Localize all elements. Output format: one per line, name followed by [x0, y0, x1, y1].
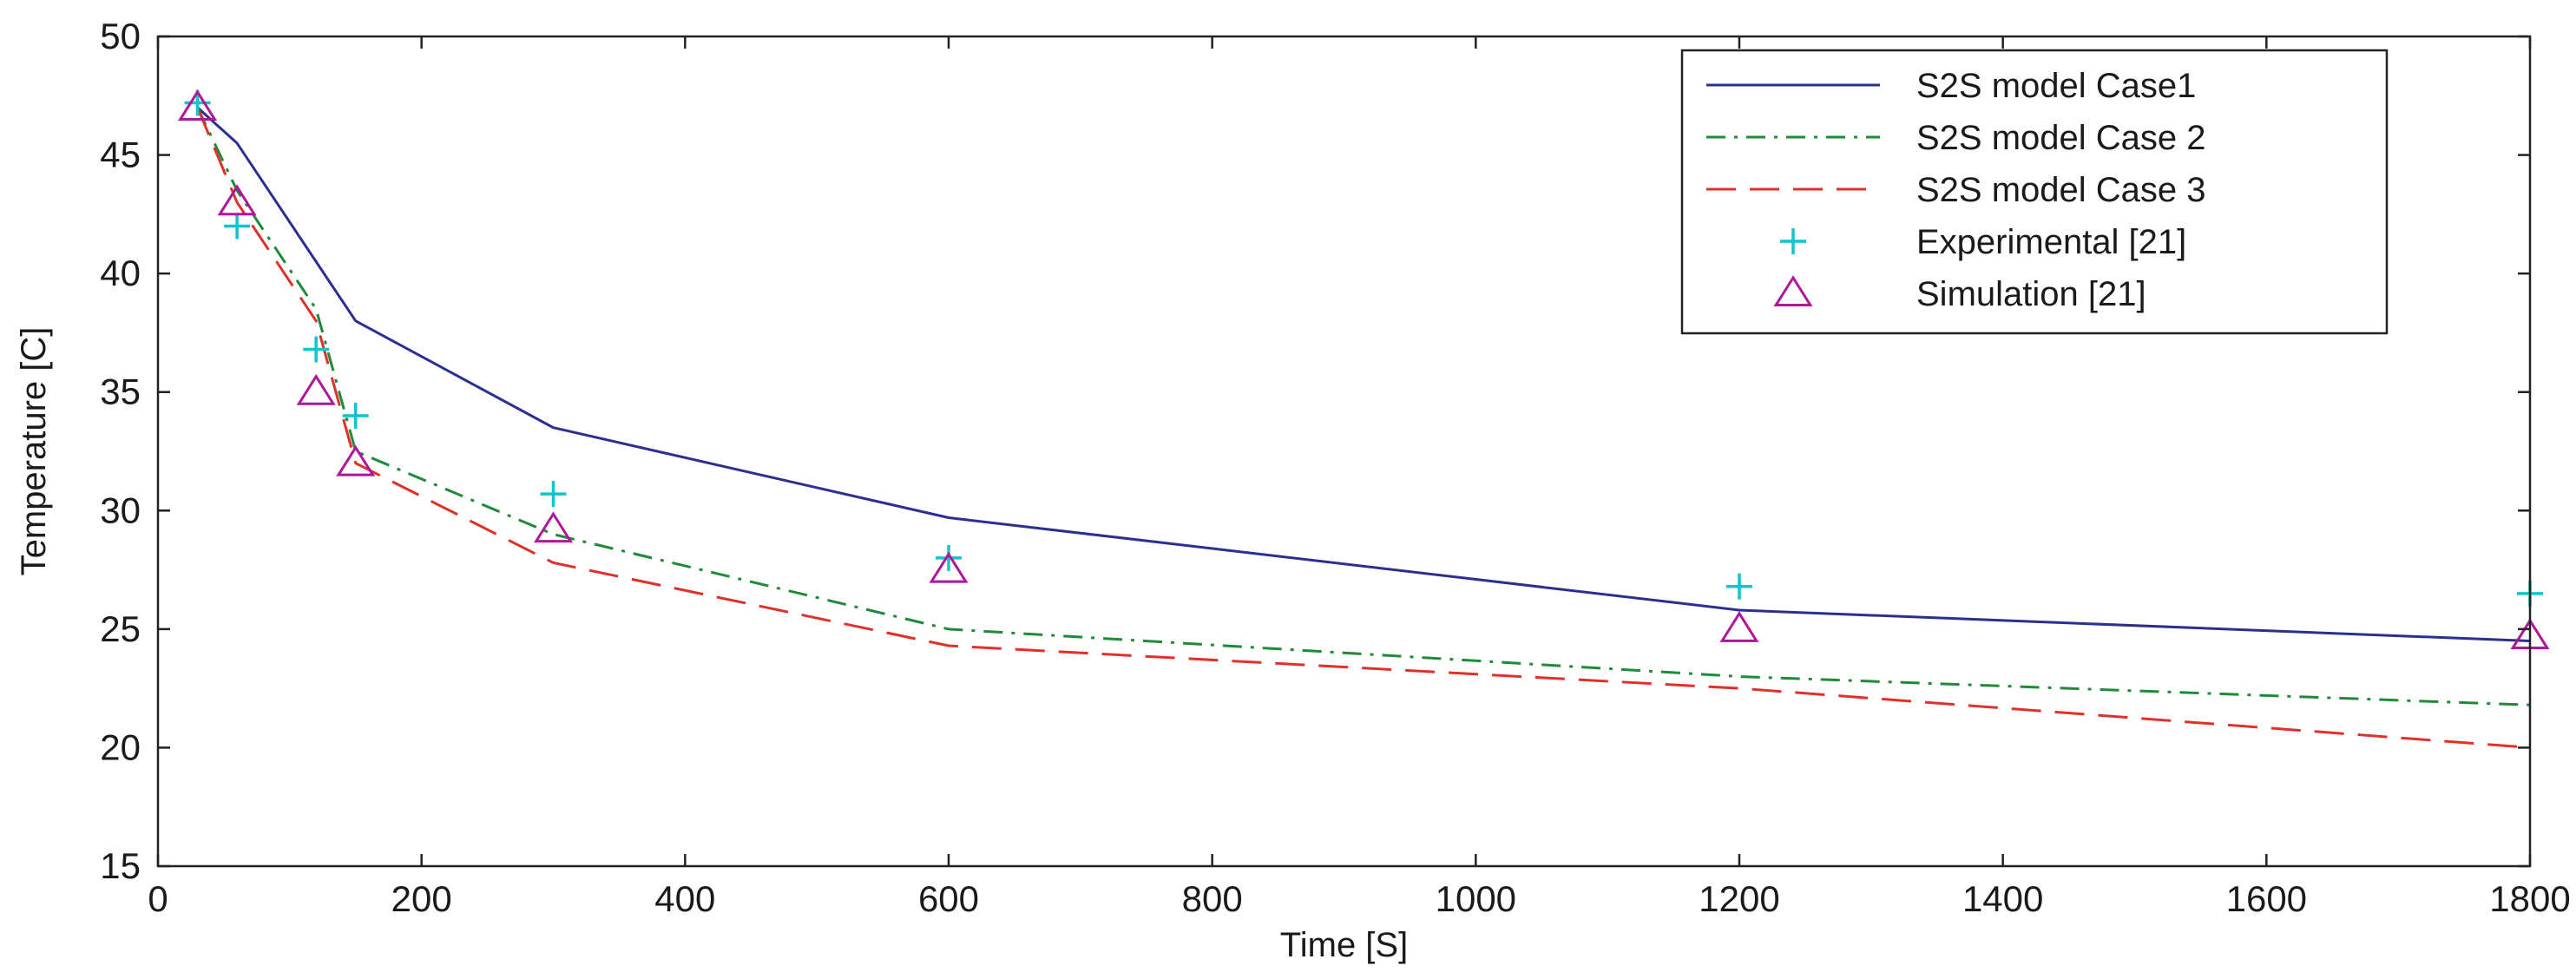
legend-symbol-experimental [1780, 228, 1806, 254]
simulation-point [178, 89, 218, 121]
x-tick-label: 1400 [1962, 878, 2043, 919]
simulation-point [296, 373, 336, 405]
series-line-case-1 [196, 106, 2531, 642]
axes-frame [156, 35, 2532, 868]
experimental-point [342, 403, 369, 430]
legend-label: Simulation [21] [1916, 275, 2146, 313]
simulation-point [533, 511, 574, 543]
y-tick-label: 35 [100, 371, 141, 412]
legend: S2S model Case1 S2S model Case 2 S2S model… [1680, 49, 2389, 335]
series-line-case-2 [196, 107, 2531, 706]
y-tick-label: 45 [100, 135, 141, 175]
x-tick-label: 1000 [1436, 878, 1516, 919]
x-tick-label: 200 [391, 878, 452, 919]
y-axis-title: Temperature [C] [15, 327, 53, 576]
y-tick-label: 30 [100, 490, 141, 530]
legend-label: S2S model Case1 [1916, 67, 2196, 105]
x-tick-label: 1600 [2226, 878, 2307, 919]
y-tick-label: 25 [100, 608, 141, 649]
x-tick-label: 1800 [2489, 878, 2570, 919]
x-tick-label: 600 [918, 878, 979, 919]
legend-label: S2S model Case 2 [1916, 119, 2206, 157]
experimental-point [936, 544, 962, 571]
legend-symbol-simulation [1773, 275, 1813, 306]
x-tick-label: 0 [148, 878, 168, 919]
legend-label: Experimental [21] [1916, 223, 2186, 261]
axes: 0 200 400 600 800 1000 1200 1400 1600 1800 15 20 25 3… [100, 16, 2570, 919]
experimental-point [303, 336, 330, 363]
simulation-point [929, 551, 969, 583]
x-axis-title: Time [S] [1280, 926, 1408, 964]
experimental-point [1726, 573, 1752, 600]
simulation-point [1719, 611, 1759, 642]
y-tick-label: 40 [100, 253, 141, 293]
x-tick-label: 800 [1182, 878, 1243, 919]
simulation-point [217, 184, 257, 216]
y-tick-label: 15 [100, 845, 141, 886]
y-tick-label: 50 [100, 16, 141, 56]
simulation-point [336, 444, 376, 476]
x-tick-label: 400 [654, 878, 715, 919]
legend-label: S2S model Case 3 [1916, 171, 2206, 209]
y-tick-label: 20 [100, 726, 141, 767]
series-line-case-3 [196, 107, 2531, 749]
experimental-point [224, 213, 251, 240]
x-tick-label: 1200 [1699, 878, 1779, 919]
plot-area [178, 89, 2550, 749]
experimental-point [540, 481, 567, 508]
